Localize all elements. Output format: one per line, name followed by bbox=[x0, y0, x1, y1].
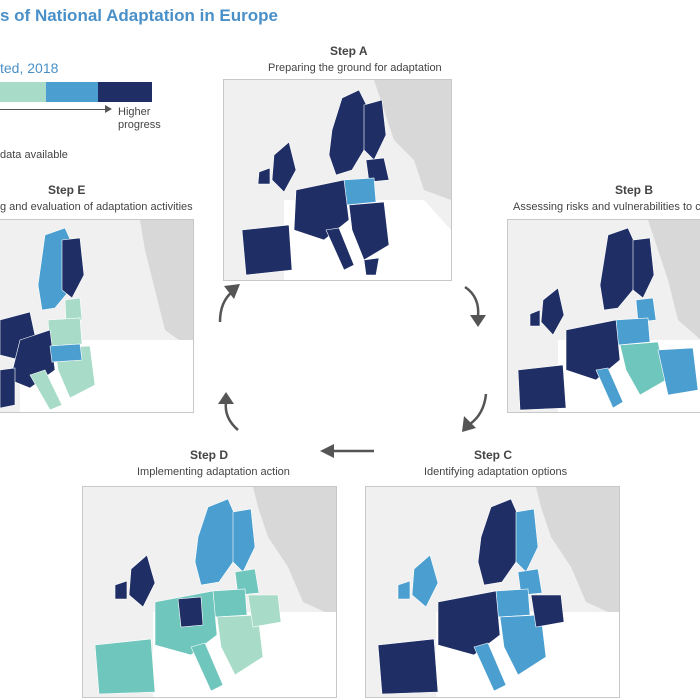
step-a-title: Step A bbox=[330, 44, 368, 58]
cycle-arrow-icon bbox=[320, 444, 374, 458]
step-d-title: Step D bbox=[190, 448, 229, 462]
legend-swatch-2 bbox=[46, 82, 98, 102]
step-e-title: Step E bbox=[48, 183, 86, 197]
step-b-subtitle: Assessing risks and vulnerabilities to c… bbox=[513, 201, 700, 213]
step-e-subtitle: g and evaluation of adaptation activitie… bbox=[0, 201, 193, 213]
map-step-b[interactable] bbox=[507, 219, 700, 413]
cycle-arrow-icon bbox=[462, 393, 488, 432]
map-step-c[interactable] bbox=[365, 486, 620, 698]
europe-map-d bbox=[83, 487, 336, 697]
step-d-subtitle: Implementing adaptation action bbox=[137, 466, 290, 478]
map-step-e[interactable] bbox=[0, 219, 194, 413]
step-c-subtitle: Identifying adaptation options bbox=[424, 466, 568, 478]
legend-nodata-label: data available bbox=[0, 149, 68, 161]
cycle-arrow-icon bbox=[218, 284, 240, 323]
europe-map-b bbox=[508, 220, 700, 412]
page-title: s of National Adaptation in Europe bbox=[0, 6, 278, 25]
legend-color-scale bbox=[0, 82, 152, 102]
step-b-title: Step B bbox=[615, 183, 654, 197]
europe-map-e bbox=[0, 220, 193, 412]
map-step-a[interactable] bbox=[223, 79, 452, 281]
legend-swatch-3 bbox=[98, 82, 152, 102]
step-a-subtitle: Preparing the ground for adaptation bbox=[268, 62, 442, 74]
europe-map-c bbox=[366, 487, 619, 697]
map-step-d[interactable] bbox=[82, 486, 337, 698]
legend-higher-label: Higher progress bbox=[118, 106, 161, 131]
europe-map-a bbox=[224, 80, 451, 280]
legend-subtitle: ted, 2018 bbox=[0, 60, 59, 76]
step-c-title: Step C bbox=[474, 448, 513, 462]
legend-arrow-icon bbox=[0, 105, 112, 113]
cycle-arrow-icon bbox=[464, 285, 486, 327]
legend-swatch-1 bbox=[0, 82, 46, 102]
cycle-arrow-icon bbox=[218, 392, 239, 431]
